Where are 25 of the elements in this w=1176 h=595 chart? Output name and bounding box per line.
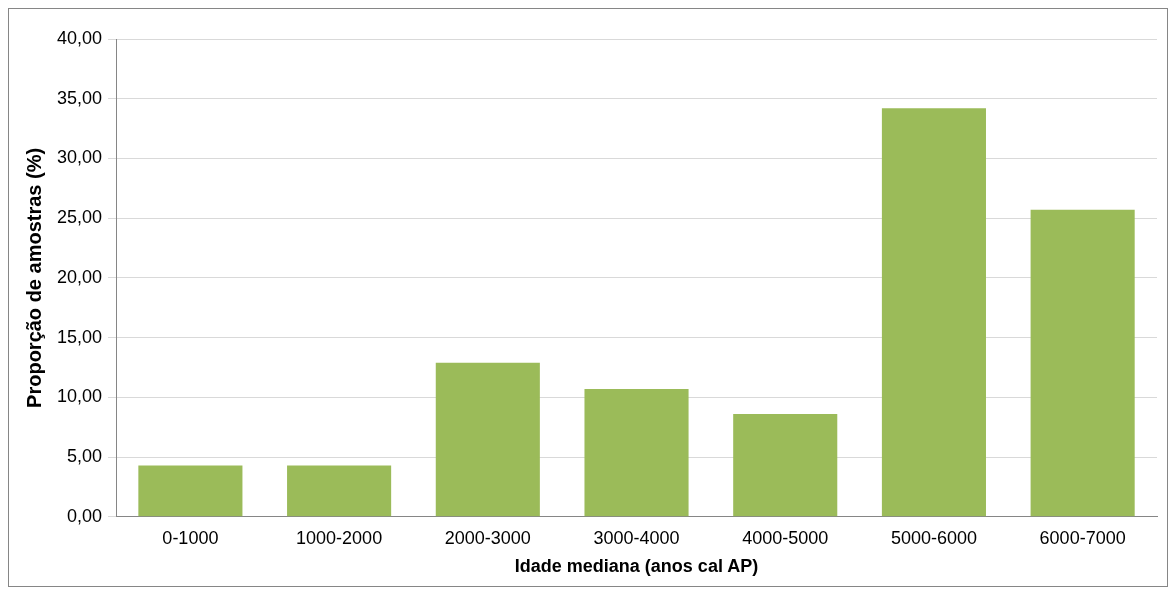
y-tick-label: 10,00 (57, 386, 103, 407)
x-tick-label: 1000-2000 (296, 527, 383, 548)
y-tick-label: 20,00 (57, 266, 103, 287)
x-tick-label: 6000-7000 (1039, 527, 1126, 548)
y-tick-label: 30,00 (57, 147, 103, 168)
y-tick-label: 40,00 (57, 27, 103, 48)
bar (733, 414, 838, 517)
y-tick-label: 25,00 (57, 207, 103, 228)
bar (435, 362, 540, 517)
x-tick-label: 2000-3000 (444, 527, 531, 548)
x-tick-label: 5000-6000 (890, 527, 977, 548)
x-tick-label: 4000-5000 (742, 527, 829, 548)
y-tick-label: 5,00 (67, 446, 103, 467)
y-axis-title: Proporção de amostras (%) (22, 147, 45, 408)
x-axis-title: Idade mediana (anos cal AP) (514, 556, 759, 577)
bar (287, 465, 392, 517)
x-tick-label: 3000-4000 (593, 527, 680, 548)
y-tick-label: 0,00 (67, 505, 103, 526)
bar (138, 465, 243, 517)
x-tick-label: 0-1000 (162, 527, 219, 548)
y-tick-label: 15,00 (57, 326, 103, 347)
bar (584, 388, 689, 517)
y-tick-label: 35,00 (57, 87, 103, 108)
bar (1030, 209, 1135, 517)
bar (881, 108, 986, 517)
